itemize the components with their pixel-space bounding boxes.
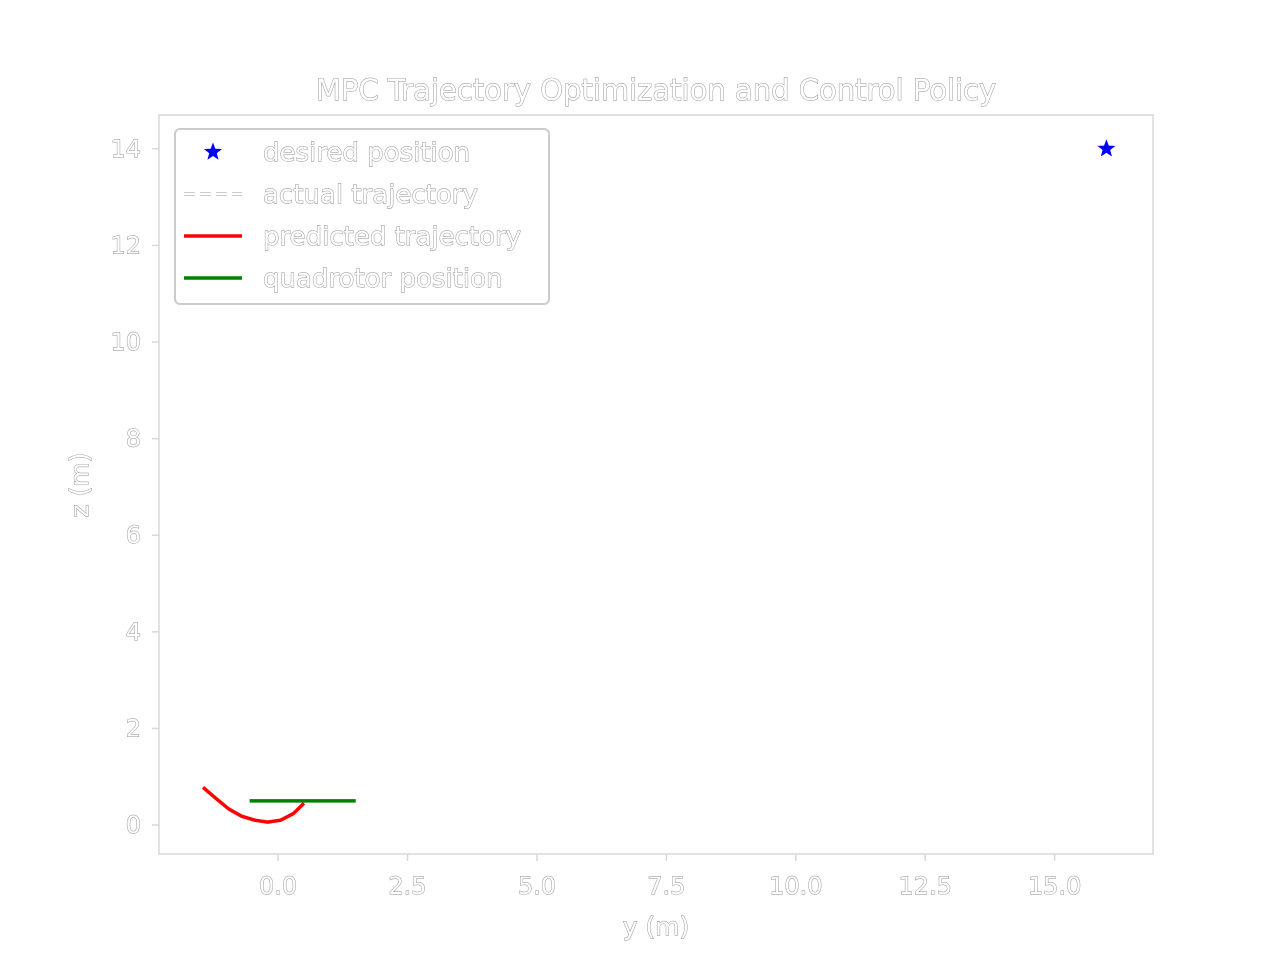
- x-tick-label: 2.5: [388, 872, 426, 900]
- y-tick-label: 12: [110, 231, 141, 259]
- x-tick-label: 0.0: [259, 872, 297, 900]
- desired-position-marker: [1097, 139, 1116, 157]
- legend-frame: [174, 128, 550, 305]
- y-axis-ticks: 0 2 4 6 8 10 12 14: [110, 134, 159, 839]
- x-axis-label: y (m): [623, 912, 690, 941]
- plot-area-frame: [158, 114, 1154, 855]
- x-tick-label: 15.0: [1028, 872, 1081, 900]
- x-tick-label: 5.0: [518, 872, 556, 900]
- legend-desired-position-label: desired position: [263, 138, 470, 168]
- legend-desired-position-marker: [203, 142, 223, 160]
- y-tick-label: 2: [126, 714, 141, 742]
- y-tick-label: 8: [126, 425, 141, 453]
- y-tick-label: 6: [126, 521, 141, 549]
- legend-actual-trajectory-label: actual trajectory: [263, 180, 478, 210]
- y-axis-label: z (m): [65, 453, 94, 518]
- chart-title: MPC Trajectory Optimization and Control …: [316, 73, 996, 107]
- y-tick-label: 14: [110, 135, 141, 163]
- predicted-trajectory-line: [201, 786, 306, 824]
- y-tick-label: 10: [110, 328, 141, 356]
- legend-predicted-trajectory-label: predicted trajectory: [263, 222, 521, 252]
- series-layer: [201, 139, 1116, 824]
- x-tick-label: 12.5: [898, 872, 951, 900]
- y-tick-label: 0: [126, 811, 141, 839]
- x-axis-ticks: 0.0 2.5 5.0 7.5 10.0 12.5 15.0: [259, 854, 1082, 900]
- legend: desired position actual trajectory predict…: [174, 128, 550, 305]
- x-tick-label: 7.5: [647, 872, 685, 900]
- y-tick-label: 4: [126, 618, 141, 646]
- legend-quadrotor-position-label: quadrotor position: [263, 264, 502, 294]
- x-tick-label: 10.0: [769, 872, 822, 900]
